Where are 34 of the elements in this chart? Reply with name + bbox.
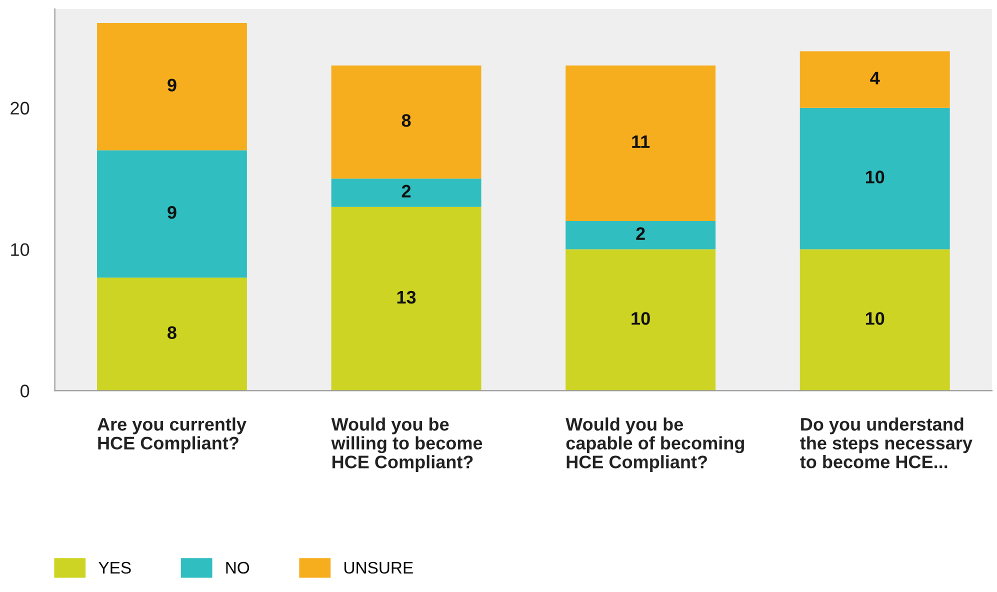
legend-label: YES (98, 562, 131, 574)
bar (97, 23, 247, 150)
data-label: 8 (402, 114, 411, 127)
x-tick-label: Are you currently HCE Compliant? (97, 417, 246, 454)
x-tick-label: Would you be capable of becoming HCE Compliant? (566, 417, 744, 472)
bar (97, 150, 247, 278)
y-tick-label: 0 (20, 384, 30, 398)
x-tick-label: Do you understand the steps necessary to become HCE... (800, 417, 972, 468)
data-label: 11 (632, 135, 650, 148)
data-label: 9 (168, 206, 176, 219)
data-label: 4 (870, 72, 880, 84)
legend-label: NO (226, 562, 250, 574)
bar (800, 51, 950, 108)
bar (97, 278, 247, 391)
legend-label: UNSURE (344, 562, 413, 574)
data-label: 2 (636, 227, 645, 240)
bar (566, 249, 716, 391)
data-label: 9 (168, 78, 176, 92)
bar (800, 249, 950, 391)
data-label: 10 (866, 170, 884, 184)
bar (566, 65, 716, 222)
data-label: 2 (402, 184, 411, 198)
bar (331, 206, 482, 391)
data-label: 13 (397, 290, 416, 304)
bar (800, 108, 950, 250)
bar (331, 65, 482, 179)
y-tick-label: 20 (10, 102, 30, 115)
data-label: 10 (866, 312, 884, 325)
bar (566, 221, 716, 250)
bar (331, 178, 482, 207)
x-tick-label: Would you be willing to become HCE Compliant? (331, 417, 482, 472)
data-label: 10 (632, 312, 650, 325)
data-label: 8 (168, 326, 176, 339)
y-tick-label: 10 (11, 243, 30, 256)
